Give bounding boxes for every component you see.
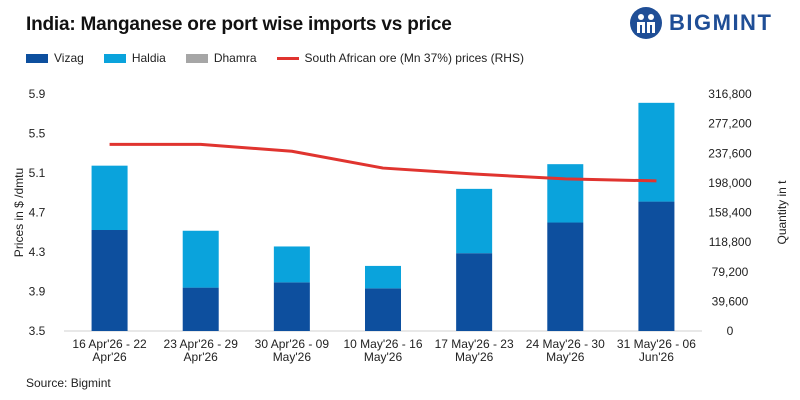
bar-vizag [365,288,401,331]
bar-haldia [365,265,401,289]
y-right-tick-label: 39,600 [712,294,749,308]
x-tick-label: Apr'26 [92,350,127,364]
bar-vizag [273,282,310,331]
brand-logo: BIGMINT [629,6,772,40]
bar-vizag [547,222,584,331]
legend-swatch-dhamra [185,53,208,63]
x-tick-label: Jun'26 [639,350,674,364]
y-right-tick-label: 237,600 [708,146,752,160]
y-right-tick-label: 198,000 [708,176,752,190]
y-right-tick-label: 316,800 [708,87,752,101]
bar-haldia [547,164,584,223]
bar-haldia [182,230,219,288]
bar-vizag [182,287,219,331]
x-tick-label: 10 May'26 - 16 [343,337,422,351]
x-tick-label: 24 May'26 - 30 [526,337,605,351]
y-left-tick-label: 5.1 [29,166,46,180]
y-right-tick-label: 118,800 [709,235,752,249]
y-right-axis-title: Quantity in t [775,180,789,245]
bar-haldia [91,165,128,231]
y-right-tick-label: 79,200 [712,265,749,279]
chart-legend: Vizag Haldia Dhamra South African ore (M… [26,51,544,65]
bar-haldia [456,188,493,254]
bar-haldia [638,102,675,202]
x-tick-label: May'26 [455,350,494,364]
x-tick-label: May'26 [273,350,312,364]
x-tick-label: 23 Apr'26 - 29 [164,337,239,351]
source-note: Source: Bigmint [26,376,111,390]
y-left-tick-label: 5.9 [29,87,46,101]
legend-label-dhamra: Dhamra [213,51,257,65]
legend-label-haldia: Haldia [131,51,166,65]
legend-label-price: South African ore (Mn 37%) prices (RHS) [304,51,524,65]
y-left-axis-title: Prices in $ /dmtu [12,168,26,257]
legend-label-vizag: Vizag [54,51,84,65]
bar-vizag [456,253,493,331]
y-left-tick-label: 4.3 [29,245,46,259]
price-line-series [109,142,657,183]
x-tick-label: 31 May'26 - 06 [617,337,696,351]
x-tick-label: May'26 [546,350,585,364]
y-left-tick-label: 3.9 [29,285,46,299]
y-right-tick-label: 277,200 [708,117,752,131]
y-right-tick-label: 158,400 [708,206,752,220]
x-tick-label: 17 May'26 - 23 [435,337,514,351]
y-left-tick-label: 3.5 [29,324,46,338]
y-left-tick-label: 4.7 [29,206,46,220]
legend-item-dhamra: Dhamra [185,51,257,65]
bar-vizag [638,201,675,331]
x-tick-label: 30 Apr'26 - 09 [255,337,330,351]
brand-name: BIGMINT [669,10,773,35]
bar-haldia [273,246,310,283]
x-tick-label: May'26 [364,350,403,364]
chart-title: India: Manganese ore port wise imports v… [26,14,452,35]
legend-swatch-vizag [26,53,48,63]
y-left-tick-label: 5.5 [29,127,46,141]
bar-vizag [91,230,128,331]
legend-swatch-haldia [103,53,126,63]
x-tick-label: 16 Apr'26 - 22 [72,337,147,351]
legend-item-vizag: Vizag [26,51,84,65]
x-tick-label: Apr'26 [184,350,219,364]
legend-item-price: South African ore (Mn 37%) prices (RHS) [276,51,524,65]
legend-swatch-price [276,56,299,60]
y-right-tick-label: 0 [727,324,734,338]
bigmint-logo-icon [630,7,662,39]
legend-item-haldia: Haldia [103,51,166,65]
